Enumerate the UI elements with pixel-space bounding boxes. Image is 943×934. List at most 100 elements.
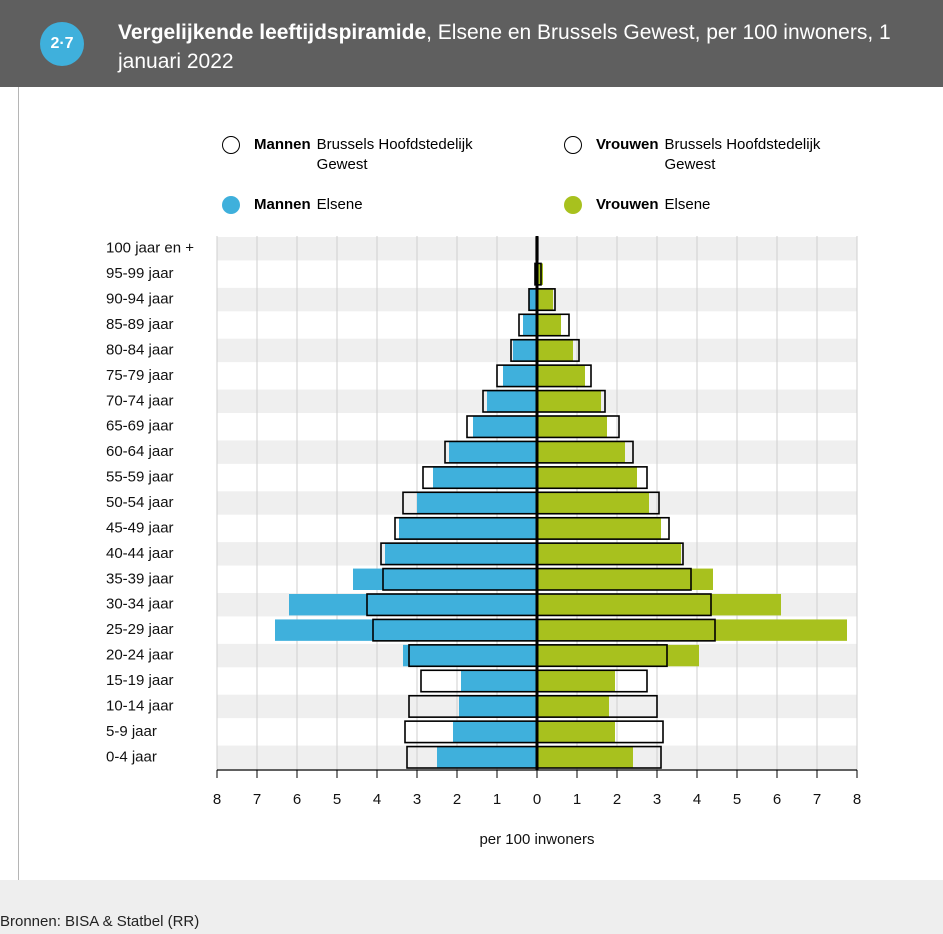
x-tick-label: 2 [613, 791, 621, 808]
bar [537, 670, 615, 692]
legend-name: Mannen [254, 136, 311, 153]
y-tick-label: 30-34 jaar [106, 596, 174, 613]
legend-entry: Vrouwen Brussels Hoofdstedelijk Gewest [564, 135, 855, 175]
x-axis-label: per 100 inwoners [479, 831, 594, 848]
legend-swatch [222, 196, 240, 214]
x-tick-label: 7 [253, 791, 261, 808]
x-tick-label: 8 [213, 791, 221, 808]
y-tick-label: 75-79 jaar [106, 367, 174, 384]
legend-entry: Vrouwen Elsene [564, 195, 855, 215]
bar [403, 644, 537, 667]
rule [18, 87, 19, 880]
bar [529, 288, 537, 311]
y-tick-label: 20-24 jaar [106, 647, 174, 664]
bar [537, 492, 649, 514]
x-tick-label: 6 [773, 791, 781, 808]
bar [537, 568, 713, 590]
bar [537, 746, 633, 768]
y-tick-label: 0-4 jaar [106, 748, 157, 765]
header [0, 0, 943, 87]
bar [513, 339, 537, 362]
legend-name: Vrouwen [596, 136, 659, 153]
y-tick-label: 90-94 jaar [106, 291, 174, 308]
bar [537, 721, 615, 743]
y-tick-label: 25-29 jaar [106, 621, 174, 638]
chart-title: Vergelijkende leeftijdspiramide, Elsene … [118, 18, 938, 76]
x-tick-label: 6 [293, 791, 301, 808]
legend-swatch [564, 196, 582, 214]
bar [459, 695, 537, 718]
legend-group: Elsene [664, 196, 711, 213]
y-tick-label: 65-69 jaar [106, 418, 174, 435]
bar [399, 517, 537, 540]
bar [503, 365, 537, 387]
y-tick-label: 5-9 jaar [106, 723, 157, 740]
y-tick-label: 95-99 jaar [106, 265, 174, 282]
legend-group: Brussels Hoofdstedelijk Gewest [664, 136, 821, 173]
bar [537, 416, 607, 438]
y-tick-label: 70-74 jaar [106, 392, 174, 409]
bar [523, 314, 537, 336]
x-tick-label: 5 [333, 791, 341, 808]
source: Bronnen: BISA & Statbel (RR) [0, 913, 200, 930]
y-tick-label: 35-39 jaar [106, 570, 174, 587]
x-tick-label: 7 [813, 791, 821, 808]
y-tick-label: 10-14 jaar [106, 697, 174, 714]
x-tick-label: 4 [373, 791, 381, 808]
legend-entry: Mannen Brussels Hoofdstedelijk Gewest [222, 135, 507, 175]
footer [0, 880, 943, 934]
legend-group: Brussels Hoofdstedelijk Gewest [316, 136, 473, 173]
chart: 8 7 6 5 4 3 2 1 0 1 2 3 4 5 6 7 8 per 100 inwoners 100 jaa… [106, 236, 861, 848]
legend-swatch [222, 136, 240, 154]
x-tick-label: 1 [573, 791, 581, 808]
subtitle: , Elsene en Brussels Gewest, per 100 inw… [118, 21, 891, 73]
legend-name: Mannen [254, 196, 311, 213]
bar [537, 594, 781, 616]
x-tick-label: 1 [493, 791, 501, 808]
x-tick-label: 0 [533, 791, 541, 808]
y-tick-label: 55-59 jaar [106, 469, 174, 486]
x-tick-label: 3 [653, 791, 661, 808]
y-tick-label: 15-19 jaar [106, 672, 174, 689]
legend-entry: Mannen Elsene [222, 195, 507, 215]
badge: 2·7 [40, 22, 84, 66]
bar [537, 365, 585, 387]
bar [433, 466, 537, 489]
legend-name: Vrouwen [596, 196, 659, 213]
bar [473, 416, 537, 438]
bar [537, 466, 637, 489]
bar [275, 619, 537, 641]
bar [537, 619, 847, 641]
y-tick-label: 80-84 jaar [106, 341, 174, 358]
x-tick-label: 8 [853, 791, 861, 808]
title: Vergelijkende leeftijdspiramide [118, 21, 427, 44]
bar [461, 670, 537, 692]
bar [537, 644, 699, 667]
bar [537, 543, 681, 565]
bar [453, 721, 537, 743]
bar [289, 594, 537, 616]
y-tick-label: 40-44 jaar [106, 545, 174, 562]
bar [537, 390, 601, 412]
x-tick-label: 5 [733, 791, 741, 808]
y-tick-label: 60-64 jaar [106, 443, 174, 460]
bar [353, 568, 537, 590]
bar [537, 263, 543, 285]
x-tick-label: 2 [453, 791, 461, 808]
bar [385, 543, 537, 565]
bar [537, 517, 661, 540]
bar [537, 339, 573, 362]
bar [537, 314, 561, 336]
y-tick-label: 50-54 jaar [106, 494, 174, 511]
legend-group: Elsene [316, 196, 363, 213]
y-tick-label: 85-89 jaar [106, 316, 174, 333]
x-tick-label: 4 [693, 791, 701, 808]
bar [537, 441, 625, 463]
bar [449, 441, 537, 463]
bar [417, 492, 537, 514]
bar [487, 390, 537, 412]
y-tick-label: 100 jaar en + [106, 240, 194, 257]
bar [537, 288, 553, 311]
legend-swatch [564, 136, 582, 154]
